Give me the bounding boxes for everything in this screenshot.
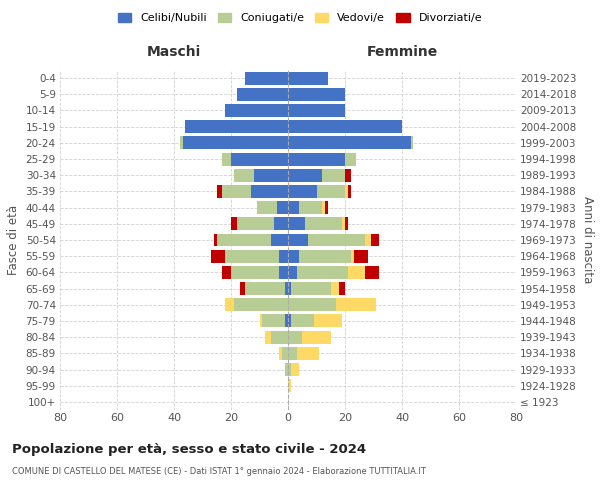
Bar <box>274 218 288 230</box>
Bar <box>410 136 413 149</box>
Bar <box>288 330 302 344</box>
Bar <box>288 185 317 198</box>
Bar <box>236 218 274 230</box>
Bar <box>288 104 345 117</box>
Bar <box>365 234 371 246</box>
Bar <box>280 266 288 279</box>
Bar <box>345 218 348 230</box>
Bar <box>231 218 236 230</box>
Bar <box>236 88 288 101</box>
Bar <box>288 218 305 230</box>
Bar <box>288 136 410 149</box>
Bar <box>291 314 314 328</box>
Bar <box>288 282 291 295</box>
Bar <box>217 234 271 246</box>
Bar <box>288 72 328 85</box>
Bar <box>288 250 299 262</box>
Bar <box>223 152 231 166</box>
Bar <box>280 250 288 262</box>
Bar <box>288 379 291 392</box>
Bar <box>288 120 402 133</box>
Bar <box>226 250 280 262</box>
Bar <box>245 72 288 85</box>
Bar <box>348 185 351 198</box>
Bar <box>365 266 379 279</box>
Y-axis label: Anni di nascita: Anni di nascita <box>581 196 593 284</box>
Bar <box>345 185 348 198</box>
Bar <box>285 363 288 376</box>
Bar <box>223 185 251 198</box>
Bar <box>231 266 280 279</box>
Bar <box>325 201 328 214</box>
Bar <box>317 185 345 198</box>
Bar <box>182 136 288 149</box>
Bar <box>257 201 277 214</box>
Bar <box>283 347 288 360</box>
Bar <box>302 330 331 344</box>
Text: Maschi: Maschi <box>147 44 201 59</box>
Bar <box>288 298 337 311</box>
Bar <box>345 169 350 181</box>
Bar <box>299 201 322 214</box>
Bar <box>239 282 245 295</box>
Bar <box>348 266 365 279</box>
Bar <box>288 347 296 360</box>
Bar <box>288 169 322 181</box>
Bar <box>296 266 348 279</box>
Bar <box>231 152 288 166</box>
Bar <box>285 282 288 295</box>
Bar <box>254 169 288 181</box>
Y-axis label: Fasce di età: Fasce di età <box>7 205 20 275</box>
Bar <box>291 363 299 376</box>
Bar <box>217 185 223 198</box>
Bar <box>265 330 271 344</box>
Bar <box>288 152 345 166</box>
Bar <box>271 330 288 344</box>
Bar <box>371 234 379 246</box>
Bar <box>308 234 365 246</box>
Bar <box>234 298 288 311</box>
Bar <box>251 185 288 198</box>
Bar <box>337 298 376 311</box>
Bar <box>260 314 262 328</box>
Bar <box>291 282 331 295</box>
Bar <box>262 314 285 328</box>
Bar <box>350 250 353 262</box>
Bar <box>223 266 231 279</box>
Bar <box>180 136 182 149</box>
Bar <box>226 104 288 117</box>
Bar <box>288 88 345 101</box>
Bar <box>271 234 288 246</box>
Bar <box>322 201 325 214</box>
Bar <box>299 250 350 262</box>
Bar <box>234 169 254 181</box>
Bar <box>288 266 296 279</box>
Bar <box>285 314 288 328</box>
Bar <box>340 282 345 295</box>
Bar <box>211 250 226 262</box>
Bar <box>226 298 234 311</box>
Bar <box>345 152 356 166</box>
Bar <box>305 218 342 230</box>
Bar <box>314 314 342 328</box>
Text: Femmine: Femmine <box>367 44 437 59</box>
Text: Popolazione per età, sesso e stato civile - 2024: Popolazione per età, sesso e stato civil… <box>12 442 366 456</box>
Bar <box>277 201 288 214</box>
Bar <box>353 250 368 262</box>
Bar <box>288 363 291 376</box>
Bar <box>280 347 283 360</box>
Bar <box>288 201 299 214</box>
Bar <box>331 282 340 295</box>
Legend: Celibi/Nubili, Coniugati/e, Vedovi/e, Divorziati/e: Celibi/Nubili, Coniugati/e, Vedovi/e, Di… <box>113 8 487 28</box>
Bar <box>322 169 345 181</box>
Bar <box>288 314 291 328</box>
Bar <box>288 234 308 246</box>
Bar <box>245 282 285 295</box>
Bar <box>342 218 345 230</box>
Text: COMUNE DI CASTELLO DEL MATESE (CE) - Dati ISTAT 1° gennaio 2024 - Elaborazione T: COMUNE DI CASTELLO DEL MATESE (CE) - Dat… <box>12 468 426 476</box>
Bar <box>214 234 217 246</box>
Bar <box>296 347 319 360</box>
Bar <box>185 120 288 133</box>
